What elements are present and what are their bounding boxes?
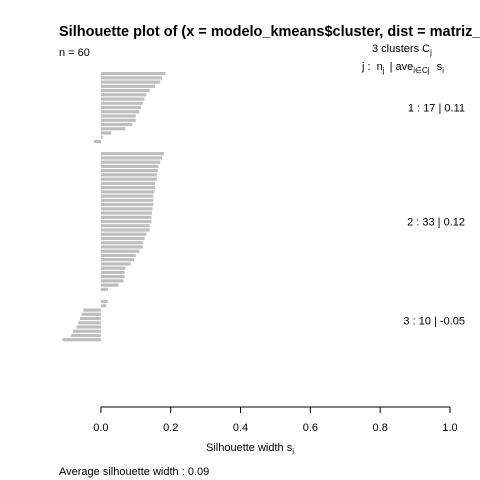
cluster-summary-1: 1 : 17 | 0.11 [408,103,465,115]
silhouette-bar-cluster-1-10 [100,110,140,114]
silhouette-bar-cluster-1-7 [100,97,145,101]
silhouette-bar-cluster-1-14 [100,127,126,131]
silhouette-bar-cluster-3-2 [100,304,107,308]
x-tick-label-5: 1.0 [442,422,457,434]
silhouette-bar-cluster-1-17 [93,139,101,144]
silhouette-bar-cluster-2-8 [100,181,156,185]
silhouette-bar-cluster-2-6 [100,173,157,177]
silhouette-bar-cluster-2-30 [100,275,125,279]
silhouette-bar-cluster-2-23 [100,245,143,249]
cluster-summaries: 1 : 17 | 0.11 2 : 33 | 0.12 3 : 10 | -0.05 [403,103,465,328]
legend-clusters-header: 3 clusters Cj [372,43,432,57]
x-tick-label-4: 0.8 [373,422,388,434]
silhouette-bar-cluster-2-26 [100,258,135,262]
cluster-summary-2: 2 : 33 | 0.12 [407,217,465,229]
cluster-summary-3: 3 : 10 | -0.05 [403,316,465,328]
silhouette-bar-cluster-2-2 [100,156,162,160]
silhouette-bar-cluster-2-22 [100,241,143,245]
x-tick-label-0: 0.0 [93,422,108,434]
silhouette-bar-cluster-2-17 [100,219,152,224]
silhouette-bar-cluster-3-6 [78,321,101,325]
silhouette-bar-cluster-2-29 [100,270,125,274]
legend-clusters-sub: j [429,48,432,57]
silhouette-bar-cluster-2-15 [100,211,153,215]
silhouette-bar-cluster-2-28 [100,266,126,270]
chart-title: Silhouette plot of (x = modelo_kmeans$cl… [59,24,480,40]
x-tick-label-2: 0.4 [233,422,248,434]
silhouette-bar-cluster-2-31 [100,279,124,283]
x-axis-label-sub: i [292,447,294,456]
silhouette-bar-cluster-1-4 [100,84,156,88]
silhouette-bar-cluster-2-14 [100,207,153,211]
silhouette-bar-cluster-3-4 [81,312,101,316]
silhouette-bar-cluster-3-7 [76,325,101,329]
silhouette-bar-cluster-2-5 [100,169,158,173]
silhouette-bar-cluster-2-16 [100,215,152,219]
legend-col-n-sub: j [382,66,385,75]
silhouette-bar-cluster-2-18 [100,224,150,228]
silhouette-bar-cluster-2-19 [100,228,150,232]
silhouette-bar-cluster-1-9 [100,105,142,110]
silhouette-bar-cluster-3-8 [72,329,101,333]
average-silhouette-footer: Average silhouette width : 0.09 [59,466,209,478]
legend-col-n: n [377,61,383,73]
silhouette-bar-cluster-3-9 [71,333,101,338]
sample-size-label: n = 60 [59,47,90,59]
silhouette-bar-cluster-2-13 [100,202,154,207]
legend-col-j: j : [361,61,371,73]
silhouette-bar-cluster-2-9 [100,186,156,190]
legend-col-s: s [437,61,443,73]
silhouette-bar-cluster-3-1 [100,300,108,304]
silhouette-bar-cluster-1-2 [100,76,162,80]
legend-columns-header: j : nj | avei∈Cj si [361,61,444,76]
silhouette-bar-cluster-2-10 [100,190,155,194]
silhouette-bar-cluster-1-1 [100,72,166,76]
silhouette-bar-cluster-1-8 [100,101,143,105]
silhouette-bar-cluster-2-11 [100,194,154,198]
x-axis: 0.0 0.2 0.4 0.6 0.8 1.0 [93,406,458,434]
silhouette-bar-cluster-1-15 [100,131,112,135]
silhouette-bar-cluster-2-24 [100,249,140,253]
silhouette-bar-cluster-3-3 [83,308,101,312]
legend-clusters-text: 3 clusters C [372,43,430,55]
silhouette-bar-cluster-2-1 [100,152,164,156]
x-tick-label-3: 0.6 [303,422,318,434]
silhouette-bar-cluster-2-27 [100,262,131,266]
silhouette-bar-cluster-2-3 [100,160,161,164]
x-axis-label-text: Silhouette width s [206,442,293,454]
silhouette-bar-cluster-1-11 [100,114,136,118]
silhouette-bar-cluster-1-5 [100,88,150,93]
legend-col-ave: | ave [390,61,414,73]
silhouette-bar-cluster-3-10 [62,338,101,342]
silhouette-bar-cluster-1-16 [100,135,103,139]
silhouette-bar-cluster-2-21 [100,236,145,241]
silhouette-bar-cluster-2-20 [100,232,147,236]
silhouette-bar-cluster-2-12 [100,198,154,202]
silhouette-bar-cluster-2-4 [100,164,159,168]
silhouette-bars [62,72,166,342]
silhouette-bar-cluster-2-7 [100,177,157,181]
silhouette-bar-cluster-1-3 [100,80,161,84]
silhouette-bar-cluster-2-33 [100,287,108,291]
x-tick-label-1: 0.2 [163,422,178,434]
silhouette-bar-cluster-1-12 [100,118,136,122]
silhouette-bar-cluster-1-6 [100,93,147,97]
legend-col-s-sub: i [442,66,444,75]
legend-col-ave-sub: i∈Cj [413,66,430,75]
silhouette-bar-cluster-3-5 [79,316,101,321]
silhouette-bar-cluster-2-32 [100,283,119,287]
silhouette-bar-cluster-2-25 [100,253,136,258]
silhouette-bar-cluster-1-13 [100,122,133,127]
x-axis-label: Silhouette width si [206,442,294,456]
